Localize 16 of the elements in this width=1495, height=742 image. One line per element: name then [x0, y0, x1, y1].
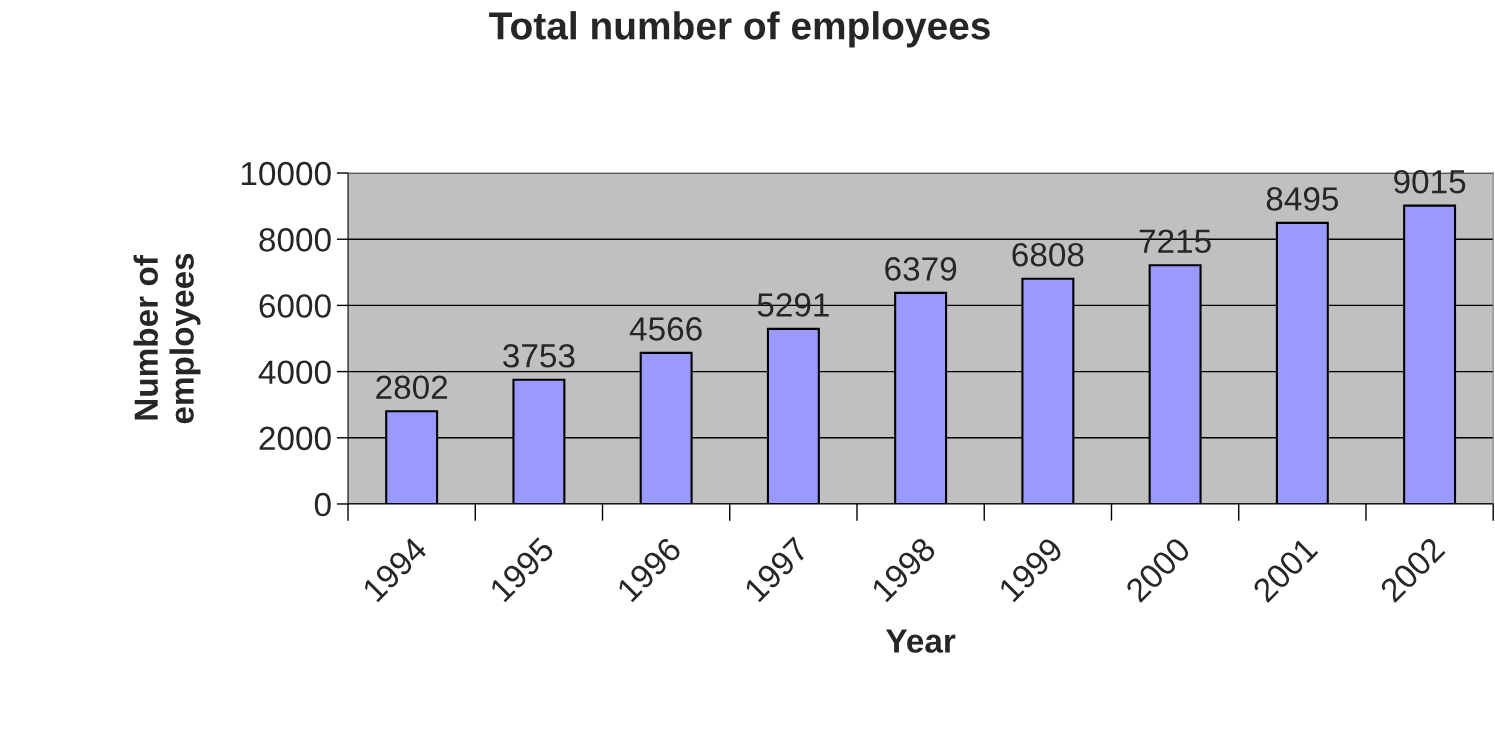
- y-axis-title: Number of employees: [133, 253, 201, 424]
- y-tick-label: 6000: [259, 294, 331, 318]
- data-label: 6808: [1012, 242, 1084, 267]
- data-label: 8495: [1266, 187, 1339, 211]
- y-tick-label: 2000: [259, 426, 331, 451]
- y-tick-label: 8000: [259, 228, 331, 252]
- data-label: 2802: [376, 375, 448, 400]
- x-axis-title: Year: [885, 629, 956, 653]
- y-tick-label: 4000: [258, 360, 331, 384]
- data-label: 9015: [1394, 169, 1466, 194]
- y-tick-label: 10000: [241, 161, 331, 186]
- data-label: 3753: [503, 344, 575, 368]
- y-tick-label: 0: [314, 492, 331, 517]
- data-label: 6379: [885, 257, 957, 281]
- data-label: 4566: [629, 317, 702, 341]
- chart-title: Total number of employees: [489, 11, 990, 48]
